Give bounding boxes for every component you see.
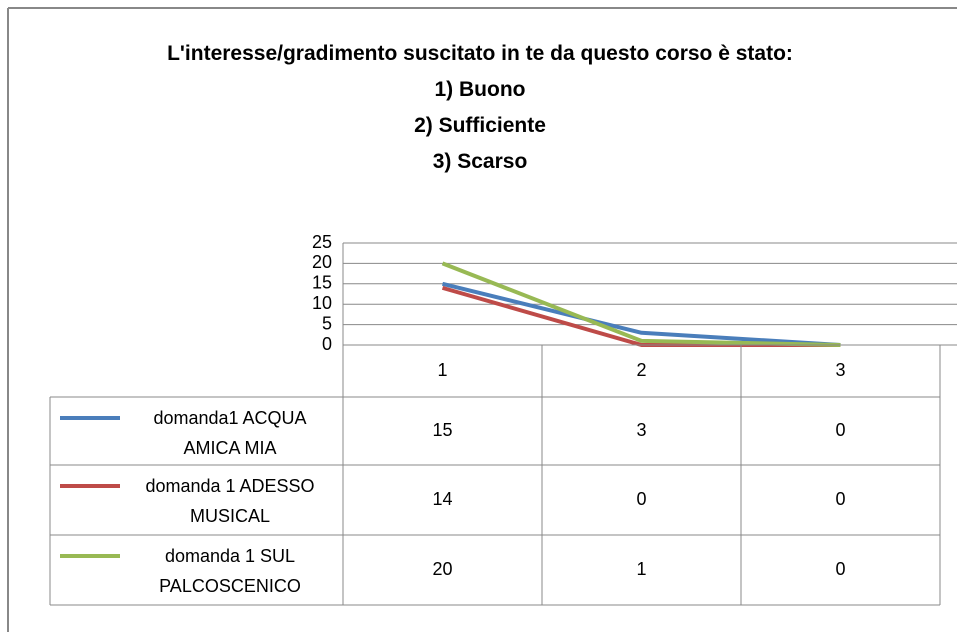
y-tick-label: 0 bbox=[322, 334, 332, 354]
table-value: 20 bbox=[432, 559, 452, 579]
legend-label: domanda 1 SUL PALCOSCENICO bbox=[159, 546, 301, 596]
legend-label: domanda1 ACQUA AMICA MIA bbox=[153, 408, 307, 458]
table-value: 0 bbox=[835, 420, 845, 440]
x-tick-label: 1 bbox=[437, 360, 447, 380]
table-value: 15 bbox=[432, 420, 452, 440]
y-tick-label: 25 bbox=[312, 232, 332, 252]
series-line bbox=[442, 281, 841, 347]
x-tick-label: 2 bbox=[636, 360, 646, 380]
table-value: 14 bbox=[432, 489, 452, 509]
y-tick-label: 5 bbox=[322, 313, 332, 333]
x-tick-label: 3 bbox=[835, 360, 845, 380]
legend-label: domanda 1 ADESSO MUSICAL bbox=[145, 476, 315, 526]
series-line bbox=[441, 261, 841, 347]
table-value: 3 bbox=[636, 420, 646, 440]
table-value: 0 bbox=[636, 489, 646, 509]
y-tick-label: 10 bbox=[312, 293, 332, 313]
chart-title: L'interesse/gradimento suscitato in te d… bbox=[167, 42, 793, 173]
y-tick-label: 15 bbox=[312, 273, 332, 293]
table-value: 1 bbox=[636, 559, 646, 579]
table-value: 0 bbox=[835, 559, 845, 579]
y-tick-label: 20 bbox=[312, 252, 332, 272]
table-value: 0 bbox=[835, 489, 845, 509]
